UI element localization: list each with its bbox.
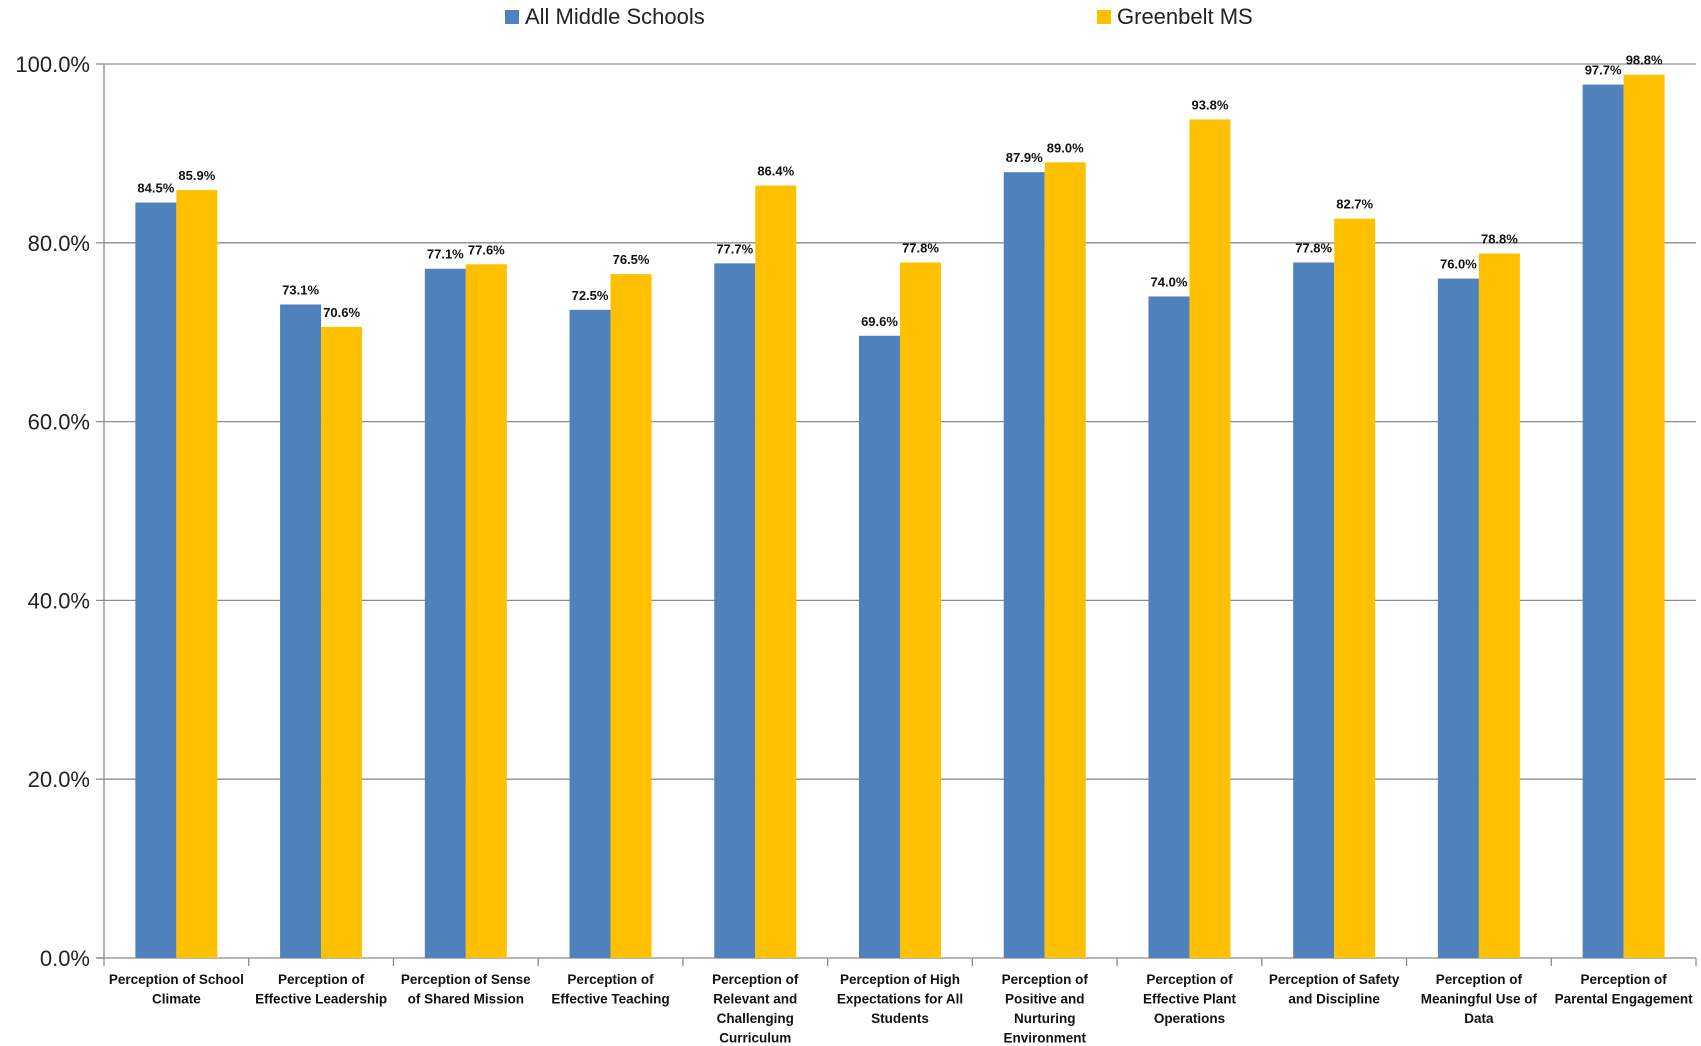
bar <box>714 263 755 958</box>
data-label: 84.5% <box>137 181 174 196</box>
bar <box>135 203 176 958</box>
data-label: 98.8% <box>1626 53 1663 68</box>
bar <box>1438 279 1479 958</box>
data-label: 77.1% <box>427 247 464 262</box>
bar <box>611 274 652 958</box>
category-label: Students <box>871 1011 929 1026</box>
data-label: 72.5% <box>572 288 609 303</box>
data-label: 77.7% <box>716 241 753 256</box>
data-label: 85.9% <box>178 168 215 183</box>
y-tick-label: 40.0% <box>28 588 90 613</box>
category-label: Perception of School <box>109 972 244 987</box>
bar <box>1583 85 1624 958</box>
category-label: Expectations for All <box>837 992 963 1007</box>
data-label: 93.8% <box>1192 97 1229 112</box>
bar <box>1293 262 1334 958</box>
bar <box>1148 296 1189 958</box>
data-label: 74.0% <box>1151 274 1188 289</box>
category-label: Perception of <box>278 972 365 987</box>
bar <box>425 269 466 958</box>
data-label: 87.9% <box>1006 150 1043 165</box>
bar <box>570 310 611 958</box>
category-label: of Shared Mission <box>408 992 524 1007</box>
data-label: 73.1% <box>282 282 319 297</box>
y-tick-label: 80.0% <box>28 231 90 256</box>
bar <box>1045 162 1086 958</box>
category-label: Climate <box>152 992 201 1007</box>
category-label: Nurturing <box>1014 1011 1076 1026</box>
category-label: Environment <box>1003 1031 1086 1046</box>
category-label: Challenging <box>717 1011 794 1026</box>
category-label: Parental Engagement <box>1555 992 1694 1007</box>
bar <box>1479 254 1520 958</box>
category-label: Effective Teaching <box>551 992 669 1007</box>
category-label: Perception of <box>712 972 799 987</box>
category-label: Perception of <box>567 972 654 987</box>
category-label: Perception of High <box>840 972 960 987</box>
category-label: Meaningful Use of <box>1421 992 1538 1007</box>
category-label: Effective Leadership <box>255 992 387 1007</box>
bar <box>321 327 362 958</box>
bar <box>755 186 796 958</box>
y-tick-label: 0.0% <box>40 946 90 971</box>
y-tick-label: 100.0% <box>15 52 90 77</box>
bar <box>1004 172 1045 958</box>
bar <box>176 190 217 958</box>
y-tick-label: 60.0% <box>28 410 90 435</box>
data-label: 69.6% <box>861 314 898 329</box>
y-tick-label: 20.0% <box>28 767 90 792</box>
data-label: 97.7% <box>1585 63 1622 78</box>
data-label: 77.8% <box>902 240 939 255</box>
bar <box>1624 75 1665 958</box>
category-label: Perception of <box>1581 972 1668 987</box>
category-label: Data <box>1464 1011 1494 1026</box>
data-label: 82.7% <box>1336 197 1373 212</box>
category-label: Perception of Safety <box>1269 972 1400 987</box>
bar <box>1334 219 1375 958</box>
category-label: Positive and <box>1005 992 1085 1007</box>
category-label: Curriculum <box>719 1031 791 1046</box>
bar <box>1189 119 1230 958</box>
data-label: 77.6% <box>468 242 505 257</box>
category-label: Perception of <box>1146 972 1233 987</box>
bar <box>466 264 507 958</box>
data-label: 86.4% <box>757 164 794 179</box>
category-label: Perception of Sense <box>401 972 531 987</box>
bar <box>280 304 321 958</box>
data-label: 76.5% <box>613 252 650 267</box>
data-label: 70.6% <box>323 305 360 320</box>
bar <box>859 336 900 958</box>
data-label: 77.8% <box>1295 240 1332 255</box>
category-label: Relevant and <box>713 992 797 1007</box>
data-label: 89.0% <box>1047 140 1084 155</box>
category-label: Perception of <box>1002 972 1089 987</box>
category-label: Perception of <box>1436 972 1523 987</box>
data-label: 78.8% <box>1481 232 1518 247</box>
data-label: 76.0% <box>1440 257 1477 272</box>
category-label: Effective Plant <box>1143 992 1237 1007</box>
category-label: and Discipline <box>1288 992 1380 1007</box>
bar <box>900 262 941 958</box>
category-label: Operations <box>1154 1011 1225 1026</box>
